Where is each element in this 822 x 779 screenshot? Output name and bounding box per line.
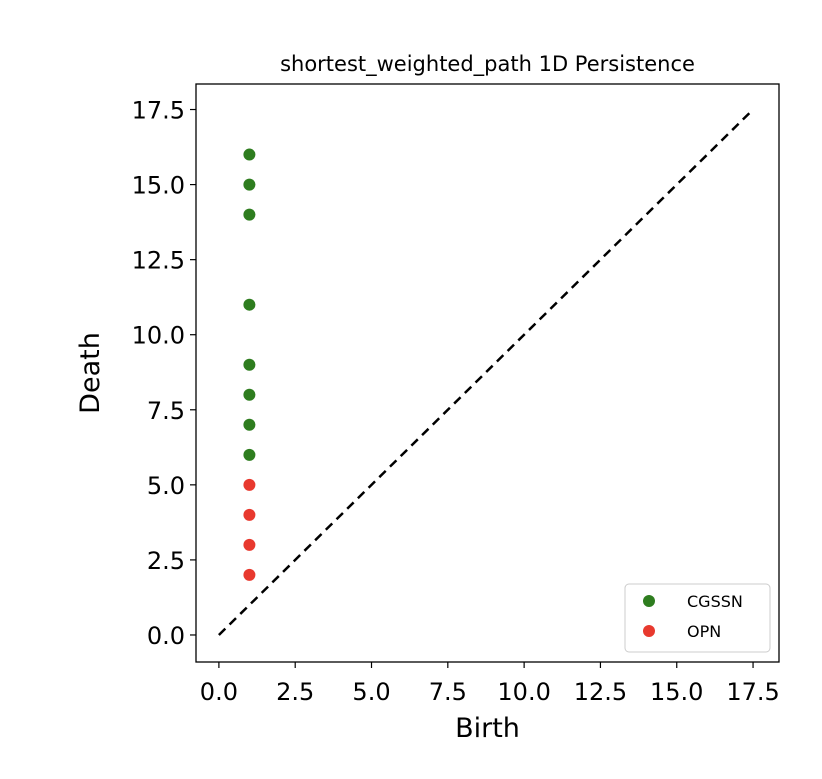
x-tick-label: 7.5 <box>429 678 467 706</box>
y-tick-label: 10.0 <box>132 322 185 350</box>
data-point-cgssn <box>243 178 256 191</box>
axis-ticks: 0.0 2.5 5.0 7.5 10.0 12.5 15.0 17.5 0.0 2.5 5.0 7.5… <box>132 97 780 706</box>
x-tick-label: 17.5 <box>726 678 779 706</box>
x-tick-label: 2.5 <box>276 678 314 706</box>
data-point-cgssn <box>243 148 256 161</box>
x-tick-label: 15.0 <box>650 678 703 706</box>
chart-title: shortest_weighted_path 1D Persistence <box>280 52 695 77</box>
y-tick-label: 15.0 <box>132 172 185 200</box>
y-axis-label: Death <box>75 332 106 414</box>
data-point-cgssn <box>243 358 256 371</box>
y-tick-label: 7.5 <box>147 397 185 425</box>
diagonal-line-group <box>218 108 754 636</box>
legend-label-opn: OPN <box>687 622 721 641</box>
data-point-cgssn <box>243 418 256 431</box>
x-tick-label: 12.5 <box>574 678 627 706</box>
diagonal-line <box>218 108 754 636</box>
plot-area-frame <box>195 83 780 663</box>
data-point-cgssn <box>243 208 256 221</box>
y-tick-label: 12.5 <box>132 247 185 275</box>
legend-marker-cgssn <box>643 595 655 607</box>
data-point-opn <box>243 478 256 491</box>
data-point-opn <box>243 568 256 581</box>
data-point-cgssn <box>243 298 256 311</box>
chart-legend: CGSSN OPN <box>624 583 771 653</box>
x-axis-label: Birth <box>455 713 520 744</box>
data-point-cgssn <box>243 448 256 461</box>
data-point-cgssn <box>243 388 256 401</box>
legend-label-cgssn: CGSSN <box>687 592 743 611</box>
y-tick-label: 17.5 <box>132 97 185 125</box>
legend-box <box>624 583 771 653</box>
data-point-opn <box>243 538 256 551</box>
y-tick-label: 5.0 <box>147 472 185 500</box>
y-tick-label: 0.0 <box>147 622 185 650</box>
data-point-opn <box>243 508 256 521</box>
legend-marker-opn <box>643 625 655 637</box>
data-points <box>243 148 256 581</box>
x-tick-label: 5.0 <box>352 678 390 706</box>
x-tick-label: 0.0 <box>200 678 238 706</box>
y-tick-label: 2.5 <box>147 547 185 575</box>
x-tick-label: 10.0 <box>497 678 550 706</box>
